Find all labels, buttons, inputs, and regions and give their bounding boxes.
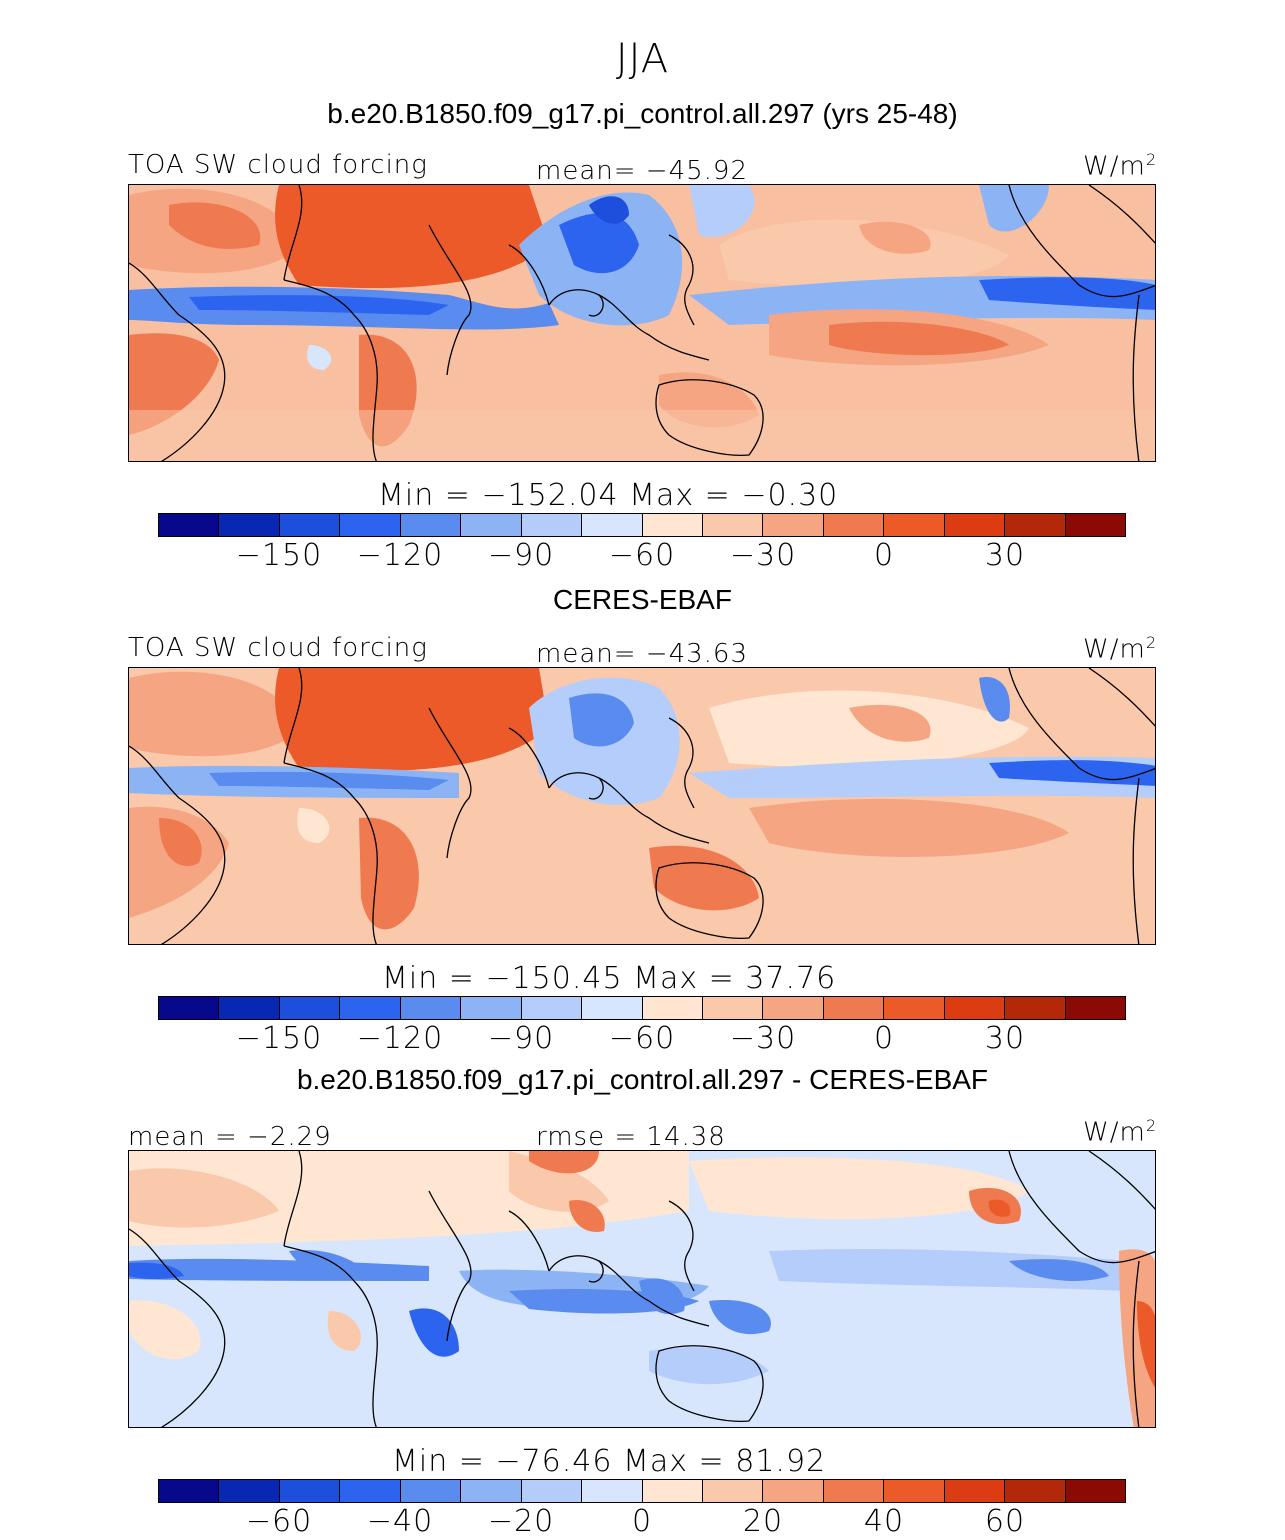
colorbar-swatch	[823, 514, 885, 536]
colorbar-swatch	[279, 1480, 341, 1502]
panel1-mean-label: mean= −45.92	[536, 156, 749, 186]
colorbar-swatch	[642, 514, 703, 536]
panel3-colorbar-ticks: −60 −40 −20 0 20 40 60	[0, 1504, 1285, 1540]
colorbar-swatch	[521, 514, 583, 536]
colorbar-swatch	[642, 997, 703, 1019]
colorbar-tick-label: −20	[487, 1504, 555, 1539]
colorbar-tick-label: 30	[984, 1021, 1026, 1056]
diff-title: b.e20.B1850.f09_g17.pi_control.all.297 -…	[296, 1064, 989, 1095]
panel2-mean-label: mean= −43.63	[536, 639, 749, 669]
colorbar-swatch	[219, 514, 280, 536]
colorbar-swatch	[642, 1480, 703, 1502]
colorbar-tick-label: 0	[873, 538, 895, 573]
colorbar-swatch	[400, 514, 462, 536]
panel3-minmax-label: Min = −76.46 Max = 81.92	[392, 1444, 827, 1479]
colorbar-swatch	[219, 1480, 280, 1502]
panel3-contours	[129, 1151, 1155, 1427]
panel1-colorbar	[158, 513, 1126, 537]
colorbar-swatch	[159, 997, 220, 1019]
colorbar-swatch	[582, 1480, 643, 1502]
colorbar-tick-label: −30	[729, 1021, 797, 1056]
colorbar-swatch	[400, 1480, 462, 1502]
colorbar-swatch	[1005, 514, 1066, 536]
colorbar-swatch	[944, 1480, 1006, 1502]
colorbar-tick-label: −60	[608, 1021, 676, 1056]
colorbar-swatch	[521, 1480, 583, 1502]
model-title: b.e20.B1850.f09_g17.pi_control.all.297 (…	[327, 98, 958, 129]
panel1-units-label: W/m2	[1083, 150, 1157, 182]
colorbar-swatch	[461, 997, 522, 1019]
colorbar-swatch	[461, 1480, 522, 1502]
season-title: JJA	[615, 36, 670, 82]
panel1-contours	[129, 185, 1155, 461]
colorbar-tick-label: 60	[984, 1504, 1026, 1539]
colorbar-tick-label: −90	[487, 1021, 555, 1056]
panel3-units-label: W/m2	[1083, 1116, 1157, 1148]
obs-title: CERES-EBAF	[553, 584, 732, 615]
colorbar-swatch	[219, 997, 280, 1019]
colorbar-tick-label: −30	[729, 538, 797, 573]
colorbar-swatch	[702, 997, 764, 1019]
panel3-mean-label: mean = −2.29	[128, 1122, 332, 1152]
panel3-map	[128, 1150, 1156, 1428]
colorbar-swatch	[823, 997, 885, 1019]
colorbar-tick-label: −60	[608, 538, 676, 573]
colorbar-swatch	[702, 1480, 764, 1502]
panel2-colorbar-ticks: −150 −120 −90 −60 −30 0 30	[0, 1021, 1285, 1061]
colorbar-swatch	[400, 997, 462, 1019]
colorbar-tick-label: 20	[742, 1504, 784, 1539]
colorbar-tick-label: −90	[487, 538, 555, 573]
panel2-minmax-label: Min = −150.45 Max = 37.76	[382, 961, 837, 996]
colorbar-swatch	[763, 514, 824, 536]
colorbar-swatch	[582, 997, 643, 1019]
colorbar-swatch	[279, 997, 341, 1019]
colorbar-tick-label: 30	[984, 538, 1026, 573]
panel1-variable-label: TOA SW cloud forcing	[128, 150, 428, 180]
panel1-minmax-label: Min = −152.04 Max = −0.30	[378, 478, 839, 513]
colorbar-tick-label: −150	[235, 1021, 323, 1056]
colorbar-swatch	[279, 514, 341, 536]
panel3-colorbar	[158, 1479, 1126, 1503]
colorbar-tick-label: −40	[366, 1504, 434, 1539]
colorbar-swatch	[1065, 514, 1125, 536]
colorbar-swatch	[1065, 997, 1125, 1019]
colorbar-swatch	[884, 1480, 945, 1502]
panel2-contours	[129, 668, 1155, 944]
colorbar-swatch	[702, 514, 764, 536]
colorbar-swatch	[1005, 1480, 1066, 1502]
colorbar-swatch	[340, 514, 401, 536]
colorbar-swatch	[884, 514, 945, 536]
colorbar-swatch	[582, 514, 643, 536]
colorbar-tick-label: 0	[873, 1021, 895, 1056]
panel2-colorbar	[158, 996, 1126, 1020]
panel2-variable-label: TOA SW cloud forcing	[128, 633, 428, 663]
panel2-map	[128, 667, 1156, 945]
colorbar-swatch	[763, 1480, 824, 1502]
panel3-rmse-label: rmse = 14.38	[536, 1122, 726, 1152]
colorbar-tick-label: 0	[631, 1504, 653, 1539]
colorbar-swatch	[944, 997, 1006, 1019]
panel1-colorbar-ticks: −150 −120 −90 −60 −30 0 30	[0, 538, 1285, 578]
colorbar-swatch	[884, 997, 945, 1019]
colorbar-swatch	[823, 1480, 885, 1502]
colorbar-swatch	[159, 1480, 220, 1502]
colorbar-swatch	[763, 997, 824, 1019]
panel2-units-label: W/m2	[1083, 633, 1157, 665]
colorbar-swatch	[461, 514, 522, 536]
colorbar-swatch	[340, 1480, 401, 1502]
colorbar-swatch	[521, 997, 583, 1019]
colorbar-tick-label: 40	[863, 1504, 905, 1539]
colorbar-swatch	[340, 997, 401, 1019]
colorbar-swatch	[944, 514, 1006, 536]
colorbar-swatch	[1005, 997, 1066, 1019]
colorbar-tick-label: −150	[235, 538, 323, 573]
colorbar-swatch	[159, 514, 220, 536]
colorbar-tick-label: −120	[356, 538, 444, 573]
colorbar-swatch	[1065, 1480, 1125, 1502]
colorbar-tick-label: −120	[356, 1021, 444, 1056]
panel1-map	[128, 184, 1156, 462]
colorbar-tick-label: −60	[245, 1504, 313, 1539]
